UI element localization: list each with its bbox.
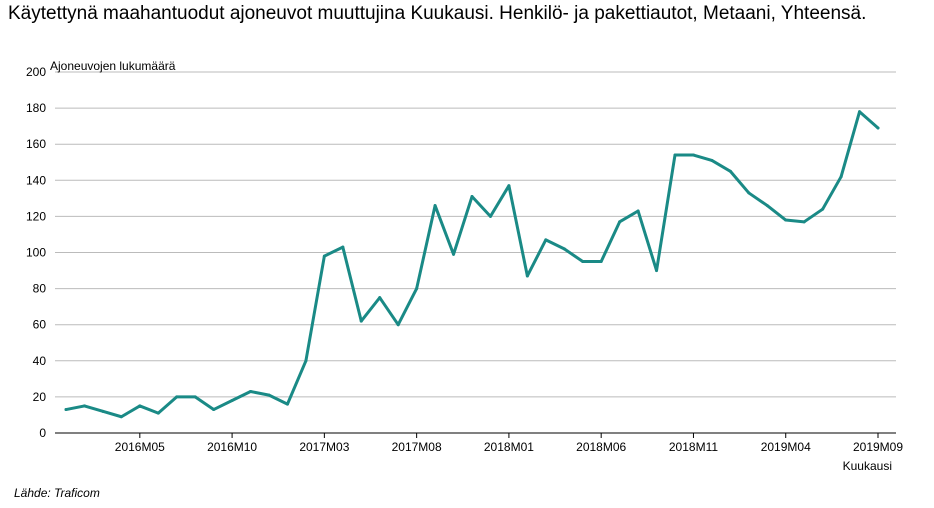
data-point bbox=[839, 175, 843, 179]
data-point bbox=[175, 395, 179, 399]
data-point bbox=[193, 395, 197, 399]
y-axis-ticks: 0 20 40 60 80 100 120 140 160 180 200 bbox=[26, 65, 46, 440]
y-axis-label: Ajoneuvojen lukumäärä bbox=[50, 59, 176, 73]
x-axis-ticks: 2016M05 2016M10 2017M03 2017M08 2018M01 2018M… bbox=[115, 433, 903, 454]
data-point bbox=[101, 409, 105, 413]
y-tick-label: 80 bbox=[33, 282, 47, 296]
y-tick-label: 180 bbox=[26, 101, 46, 115]
data-point bbox=[728, 169, 732, 173]
y-tick-label: 160 bbox=[26, 137, 46, 151]
series-line bbox=[64, 110, 880, 419]
data-point bbox=[599, 260, 603, 264]
data-point bbox=[747, 191, 751, 195]
data-point bbox=[802, 220, 806, 224]
chart-title: Käytettynä maahantuodut ajoneuvot muuttu… bbox=[8, 3, 867, 24]
data-point bbox=[359, 319, 363, 323]
y-tick-label: 40 bbox=[33, 354, 47, 368]
data-point bbox=[64, 408, 68, 412]
x-tick-label: 2018M11 bbox=[669, 440, 718, 454]
data-point bbox=[396, 323, 400, 327]
data-point bbox=[673, 153, 677, 157]
data-point bbox=[581, 260, 585, 264]
data-point bbox=[655, 269, 659, 273]
data-point bbox=[156, 411, 160, 415]
data-point bbox=[765, 204, 769, 208]
data-point bbox=[267, 393, 271, 397]
data-point bbox=[138, 404, 142, 408]
data-point bbox=[562, 247, 566, 251]
y-tick-label: 20 bbox=[33, 390, 47, 404]
data-point bbox=[618, 220, 622, 224]
x-tick-label: 2016M10 bbox=[207, 440, 257, 454]
y-tick-label: 140 bbox=[26, 173, 46, 187]
data-point bbox=[488, 214, 492, 218]
x-tick-label: 2019M09 bbox=[853, 440, 903, 454]
y-tick-label: 200 bbox=[26, 65, 46, 79]
data-point bbox=[212, 408, 216, 412]
data-point bbox=[322, 254, 326, 258]
data-point bbox=[285, 402, 289, 406]
data-point bbox=[119, 415, 123, 419]
data-point bbox=[415, 287, 419, 291]
x-tick-label: 2017M08 bbox=[392, 440, 442, 454]
x-axis-label: Kuukausi bbox=[843, 459, 892, 473]
y-tick-label: 0 bbox=[39, 426, 46, 440]
data-points bbox=[64, 110, 880, 419]
data-point bbox=[82, 404, 86, 408]
x-tick-label: 2018M06 bbox=[576, 440, 626, 454]
data-point bbox=[249, 389, 253, 393]
x-tick-label: 2016M05 bbox=[115, 440, 165, 454]
data-point bbox=[304, 359, 308, 363]
data-point bbox=[691, 153, 695, 157]
data-point bbox=[378, 296, 382, 300]
series-group bbox=[64, 110, 880, 419]
data-point bbox=[452, 252, 456, 256]
data-point bbox=[821, 207, 825, 211]
data-point bbox=[710, 158, 714, 162]
data-point bbox=[341, 245, 345, 249]
data-point bbox=[470, 195, 474, 199]
data-point bbox=[858, 110, 862, 114]
x-tick-label: 2017M03 bbox=[299, 440, 349, 454]
data-point bbox=[784, 218, 788, 222]
data-point bbox=[507, 184, 511, 188]
data-point bbox=[525, 274, 529, 278]
x-tick-label: 2019M04 bbox=[761, 440, 811, 454]
data-point bbox=[544, 238, 548, 242]
y-tick-label: 120 bbox=[26, 209, 46, 223]
data-point bbox=[636, 209, 640, 213]
y-tick-label: 60 bbox=[33, 318, 47, 332]
gridlines bbox=[55, 71, 896, 434]
data-point bbox=[230, 399, 234, 403]
x-tick-label: 2018M01 bbox=[484, 440, 534, 454]
data-point bbox=[876, 126, 880, 130]
y-tick-label: 100 bbox=[26, 246, 46, 260]
source-note: Lähde: Traficom bbox=[14, 486, 100, 500]
data-point bbox=[433, 204, 437, 208]
